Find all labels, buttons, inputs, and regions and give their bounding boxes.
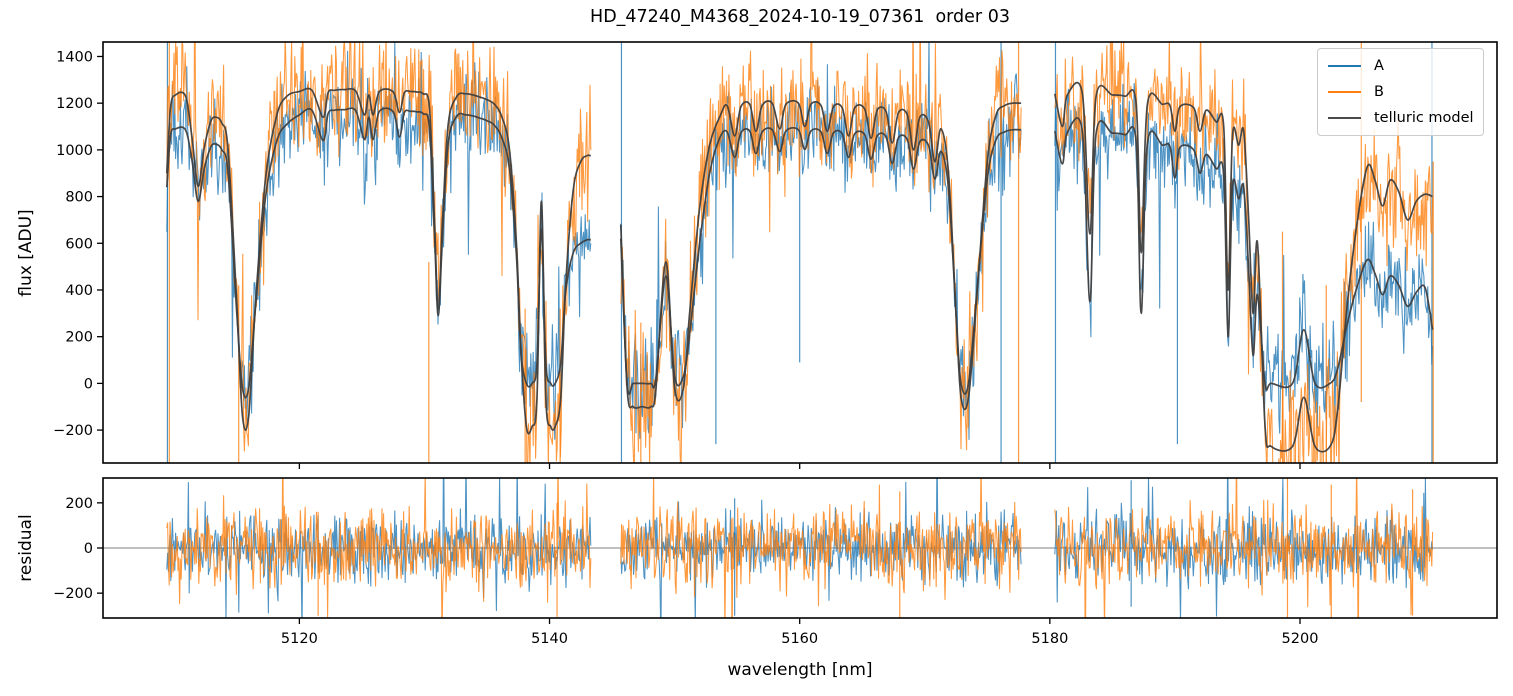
x-tick-label: 5140 [531, 631, 568, 647]
series-B-residual [620, 478, 1022, 618]
legend-line-swatch-icon [1328, 91, 1361, 93]
legend-item-telluric-model: telluric model [1328, 111, 1483, 126]
telluric-model-A [165, 107, 591, 399]
residual-y-axis-label: residual [16, 514, 36, 582]
legend-label: telluric model [1374, 109, 1474, 126]
legend-label: B [1374, 83, 1384, 100]
tick-labels: 5120 5140 5160 5180 5200 −200 0 200 400 600 800 100… [53, 49, 1318, 647]
y-tick-label-flux: 600 [65, 236, 93, 252]
flux-panel-data [165, 42, 1434, 463]
y-tick-label-residual: 0 [84, 541, 93, 557]
telluric-model-B [165, 87, 591, 435]
y-tick-label-flux: 1000 [56, 143, 93, 159]
residual-panel-data [103, 478, 1497, 618]
series-B-residual [166, 478, 592, 618]
x-tick-label: 5180 [1031, 631, 1068, 647]
legend-label: A [1374, 57, 1384, 74]
tick-marks [97, 55, 1301, 624]
y-tick-label-flux: 400 [65, 283, 93, 299]
telluric-model-A [1053, 117, 1434, 391]
chart-title: HD_47240_M4368_2024-10-19_07361 order 03 [590, 7, 1010, 27]
y-tick-label-flux: −200 [53, 423, 93, 439]
y-tick-label-flux: 1200 [56, 96, 93, 112]
series-A-flux [1054, 83, 1434, 434]
y-tick-label-flux: 0 [84, 376, 93, 392]
y-tick-label-flux: 200 [65, 330, 93, 346]
y-tick-label-residual: 200 [65, 496, 93, 512]
y-tick-label-flux: 800 [65, 190, 93, 206]
legend-line-swatch-icon [1328, 65, 1361, 67]
y-tick-label-residual: −200 [53, 586, 93, 602]
x-axis-label: wavelength [nm] [727, 660, 873, 680]
x-tick-label: 5160 [781, 631, 818, 647]
flux-y-axis-label: flux [ADU] [16, 209, 36, 297]
x-tick-label: 5200 [1282, 631, 1319, 647]
legend-line-swatch-icon [1328, 117, 1361, 119]
legend-item-a: A [1328, 59, 1483, 74]
x-tick-label: 5120 [281, 631, 318, 647]
telluric-model-B [1053, 81, 1433, 453]
y-tick-label-flux: 1400 [56, 49, 93, 65]
series-B-flux [1054, 42, 1434, 463]
telluric-model-B [619, 99, 1022, 411]
series-B-residual [1054, 478, 1434, 618]
legend-item-b: B [1328, 85, 1483, 100]
